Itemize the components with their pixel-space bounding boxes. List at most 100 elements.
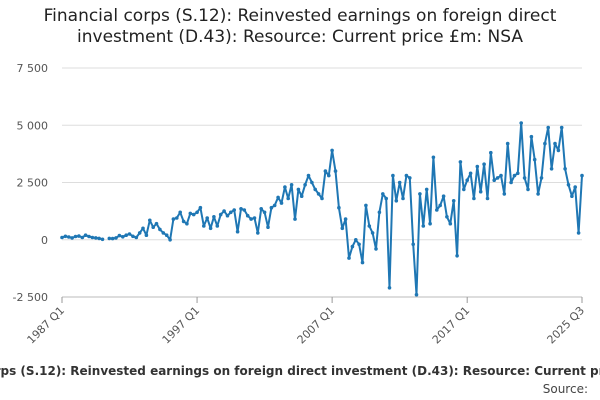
data-point [67, 235, 71, 239]
data-point [286, 196, 291, 201]
data-point [424, 187, 429, 192]
data-point [272, 203, 277, 208]
data-point [198, 205, 203, 210]
data-point [137, 231, 142, 235]
data-point [546, 125, 550, 130]
source-label: Source: [542, 382, 588, 396]
data-point [485, 196, 490, 201]
data-point [367, 224, 372, 228]
data-point [124, 233, 128, 237]
data-point [576, 231, 581, 235]
data-point [259, 207, 264, 211]
data-point [175, 216, 179, 220]
data-point [364, 203, 368, 208]
data-point [580, 173, 584, 178]
y-tick-label: 0 [41, 234, 48, 247]
x-tick-label: 2025 Q3 [545, 304, 588, 347]
data-point [63, 234, 68, 239]
legend-item-label: Financial corps (S.12): Reinvested earni… [0, 364, 600, 378]
data-point [168, 238, 172, 242]
data-point [519, 121, 523, 125]
data-point [239, 207, 243, 211]
data-point [563, 167, 567, 171]
data-point [252, 216, 257, 220]
data-point [299, 194, 304, 198]
data-point [397, 180, 402, 185]
data-point [526, 187, 530, 192]
data-point [279, 201, 284, 205]
data-point [529, 134, 534, 139]
data-point [242, 208, 247, 212]
data-point [313, 187, 318, 192]
data-point [404, 173, 409, 178]
data-point [387, 286, 392, 290]
data-point [512, 173, 517, 178]
data-point [549, 167, 554, 171]
data-point [495, 176, 500, 180]
data-point [178, 210, 182, 215]
data-point [411, 242, 416, 247]
data-point [458, 160, 463, 164]
data-point [87, 234, 91, 239]
data-point [327, 173, 331, 178]
data-point [556, 148, 561, 153]
data-point [316, 192, 321, 196]
data-point [202, 224, 206, 228]
data-point [107, 236, 112, 241]
data-point [462, 187, 466, 192]
data-point [158, 227, 162, 232]
data-point [428, 221, 432, 226]
data-point [164, 233, 169, 237]
data-point [401, 196, 405, 201]
data-point [543, 141, 547, 146]
data-point [323, 169, 328, 173]
data-point [418, 192, 422, 196]
x-tick-label: 1987 Q1 [25, 304, 68, 347]
data-point [296, 187, 301, 192]
data-point [478, 189, 483, 194]
data-point [354, 238, 358, 242]
data-point [293, 217, 297, 221]
data-point [532, 157, 537, 162]
data-point [340, 226, 345, 231]
data-point [573, 185, 577, 189]
data-point [509, 180, 513, 185]
legend: Financial corps (S.12): Reinvested earni… [0, 364, 600, 382]
data-point [441, 194, 446, 198]
data-point [394, 199, 399, 203]
data-point [235, 229, 240, 234]
data-point [262, 210, 267, 215]
data-point [154, 221, 159, 226]
y-tick-label: 7 500 [17, 62, 49, 75]
data-point [232, 208, 236, 212]
data-point [266, 225, 270, 229]
data-point [161, 231, 166, 235]
data-point [110, 236, 115, 241]
y-tick-label: 2 500 [17, 177, 49, 190]
series-line [61, 122, 583, 296]
data-point [492, 178, 497, 182]
data-point [566, 183, 571, 187]
data-point [131, 234, 135, 239]
x-tick-label: 1997 Q1 [160, 304, 203, 347]
data-point [94, 236, 98, 240]
data-point [559, 125, 564, 130]
data-point [181, 219, 186, 224]
data-point [289, 183, 294, 187]
data-point [90, 235, 95, 240]
data-point [465, 178, 470, 182]
data-point [70, 236, 74, 240]
data-point [553, 141, 557, 146]
data-point [212, 215, 216, 219]
data-point [391, 173, 395, 178]
data-point [188, 211, 193, 216]
data-point [370, 231, 375, 235]
data-point [448, 221, 453, 226]
data-point [83, 233, 88, 237]
data-point [80, 235, 85, 240]
data-point [445, 215, 449, 219]
data-point [283, 185, 287, 189]
data-point [141, 226, 145, 231]
data-point [357, 242, 361, 247]
